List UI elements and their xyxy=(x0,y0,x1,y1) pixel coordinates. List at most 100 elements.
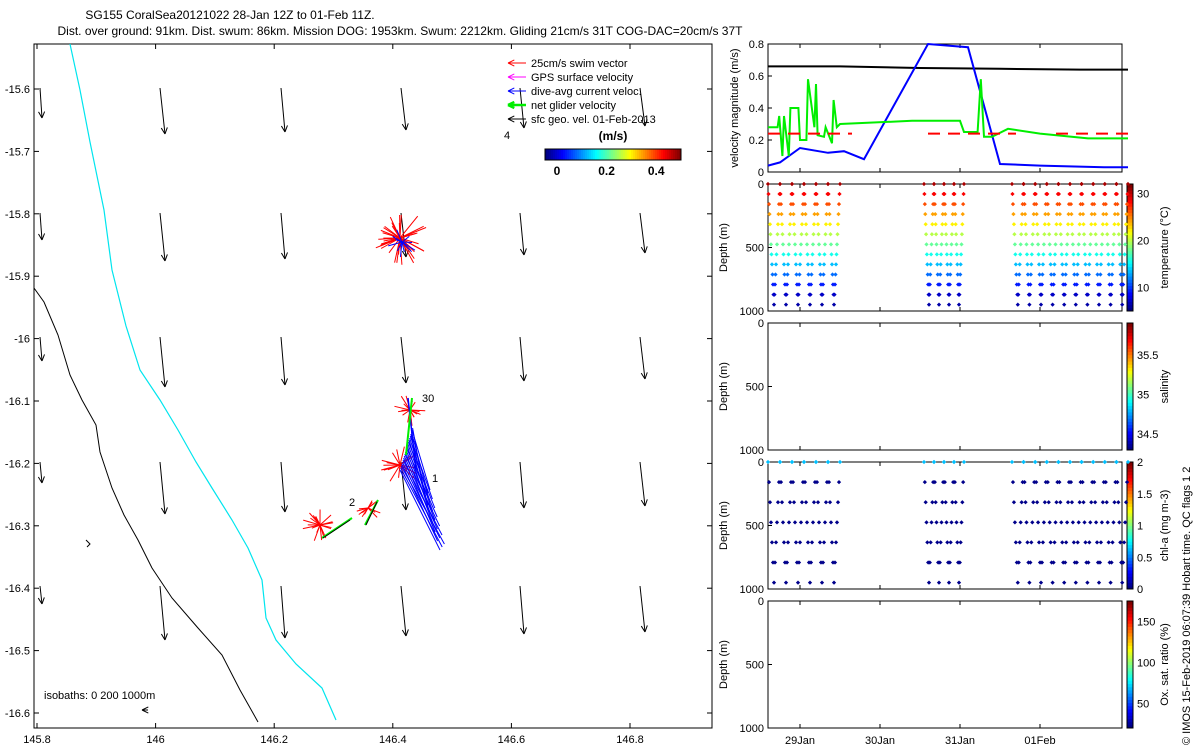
profile-point xyxy=(798,252,803,257)
colorbar-cell xyxy=(657,149,660,160)
profile-point xyxy=(1040,272,1045,277)
swim-vector xyxy=(381,464,401,471)
sfc-geo-arrow-head xyxy=(164,507,168,515)
sfc-geo-arrow xyxy=(400,585,407,637)
swim-vector xyxy=(399,225,424,239)
colorbar-cell xyxy=(1127,190,1133,195)
profile-point xyxy=(1069,500,1075,505)
colorbar-cell xyxy=(1127,335,1133,340)
profile-point xyxy=(1044,181,1049,187)
colorbar-cell xyxy=(1127,279,1133,283)
sfc-geo-arrow-head xyxy=(640,246,646,254)
profile-point xyxy=(792,232,797,237)
profile-point xyxy=(944,242,949,247)
profile-point xyxy=(1058,500,1063,505)
colorbar-cell xyxy=(1127,601,1133,605)
colorbar-cell xyxy=(1127,566,1133,571)
colorbar-cell xyxy=(665,149,668,160)
profile-point xyxy=(1023,500,1028,505)
profile-point xyxy=(766,479,772,485)
profile-point xyxy=(792,520,798,525)
colorbar-cell xyxy=(1127,462,1133,466)
sfc-geo-arrow xyxy=(280,336,286,386)
colorbar-cell xyxy=(579,149,582,160)
profile-point xyxy=(811,222,817,227)
colorbar-cell xyxy=(1127,212,1133,217)
colorbar-cell xyxy=(1127,434,1133,438)
profile-point xyxy=(1019,500,1024,505)
profile-point xyxy=(1099,520,1105,525)
colorbar-cell xyxy=(1127,477,1133,482)
profile-point xyxy=(1105,242,1110,247)
profile-point xyxy=(1054,212,1060,217)
profile-point xyxy=(1011,222,1017,227)
profile-point xyxy=(1102,181,1107,187)
profile-point xyxy=(1124,479,1130,485)
colorbar-unit: (m/s) xyxy=(599,129,628,143)
profile-point xyxy=(1116,232,1121,237)
swim-vector xyxy=(394,405,411,411)
sfc-geo-arrow-head xyxy=(401,503,407,511)
profile-point xyxy=(1069,212,1074,217)
colorbar-tick-label: 20 xyxy=(1137,235,1149,247)
y-tick-label: 0 xyxy=(758,167,764,179)
profile-point xyxy=(1057,212,1062,217)
colorbar-cell xyxy=(605,149,608,160)
profile-point xyxy=(1085,292,1091,297)
profile-point xyxy=(829,262,835,267)
profile-point xyxy=(823,222,829,227)
profile-point xyxy=(821,540,827,545)
colorbar-cell xyxy=(1127,604,1133,608)
profile-point xyxy=(780,520,786,525)
dac-vector xyxy=(400,467,443,548)
profile-point xyxy=(1068,479,1074,485)
profile-point xyxy=(1104,212,1109,217)
profile-point xyxy=(765,181,771,187)
dive-label-30: 30 xyxy=(422,393,434,405)
profile-point xyxy=(1081,500,1086,505)
colorbar-tick-label: 0.5 xyxy=(1137,552,1152,564)
panel-frame xyxy=(767,322,1123,451)
profile-point xyxy=(1115,201,1120,207)
profile-point xyxy=(1036,252,1041,257)
sfc-geo-arrow xyxy=(400,87,407,131)
profile-point xyxy=(1086,282,1091,287)
profile-point xyxy=(1017,272,1022,277)
colorbar-cell xyxy=(667,149,670,160)
profile-point xyxy=(1082,252,1088,257)
profile-point xyxy=(1085,302,1090,307)
time-tick-label: 31Jan xyxy=(945,735,975,747)
profile-point xyxy=(1118,272,1123,277)
profile-point xyxy=(790,479,796,485)
colorbar-cell xyxy=(1127,715,1133,719)
colorbar-cell xyxy=(1127,383,1133,387)
profile-point xyxy=(798,520,804,525)
profile-point xyxy=(789,181,795,187)
sfc-geo-arrow-head xyxy=(284,631,289,639)
profile-point xyxy=(957,292,962,297)
profile-point xyxy=(1012,520,1018,525)
profile-point xyxy=(1121,282,1126,287)
legend-swatch-head xyxy=(507,87,515,92)
sfc-geo-arrow-head xyxy=(41,476,45,484)
profile-point xyxy=(1122,520,1128,525)
colorbar-cell xyxy=(1127,623,1133,627)
profile-point xyxy=(1035,520,1041,525)
glider-vectors xyxy=(302,214,445,551)
profile-point xyxy=(779,222,785,227)
colorbar-cell xyxy=(1127,544,1133,549)
map-legend: 25cm/s swim vector GPS surface velocity di… xyxy=(507,58,656,126)
y-tick-label: 1000 xyxy=(740,723,764,735)
sfc-geo-arrow-head xyxy=(280,125,286,133)
profile-point xyxy=(942,191,947,197)
colorbar-cell xyxy=(1127,376,1133,381)
profile-point xyxy=(1017,540,1022,545)
colorbar-cell xyxy=(625,149,628,160)
colorbar-cell xyxy=(599,149,602,160)
profile-point xyxy=(1118,262,1123,267)
colorbar-cell xyxy=(1127,693,1133,697)
colorbar-cell xyxy=(1127,266,1133,271)
profile-point xyxy=(1060,540,1065,545)
y-tick-label: 0.8 xyxy=(749,39,764,51)
sfc-geo-arrow xyxy=(639,585,646,633)
